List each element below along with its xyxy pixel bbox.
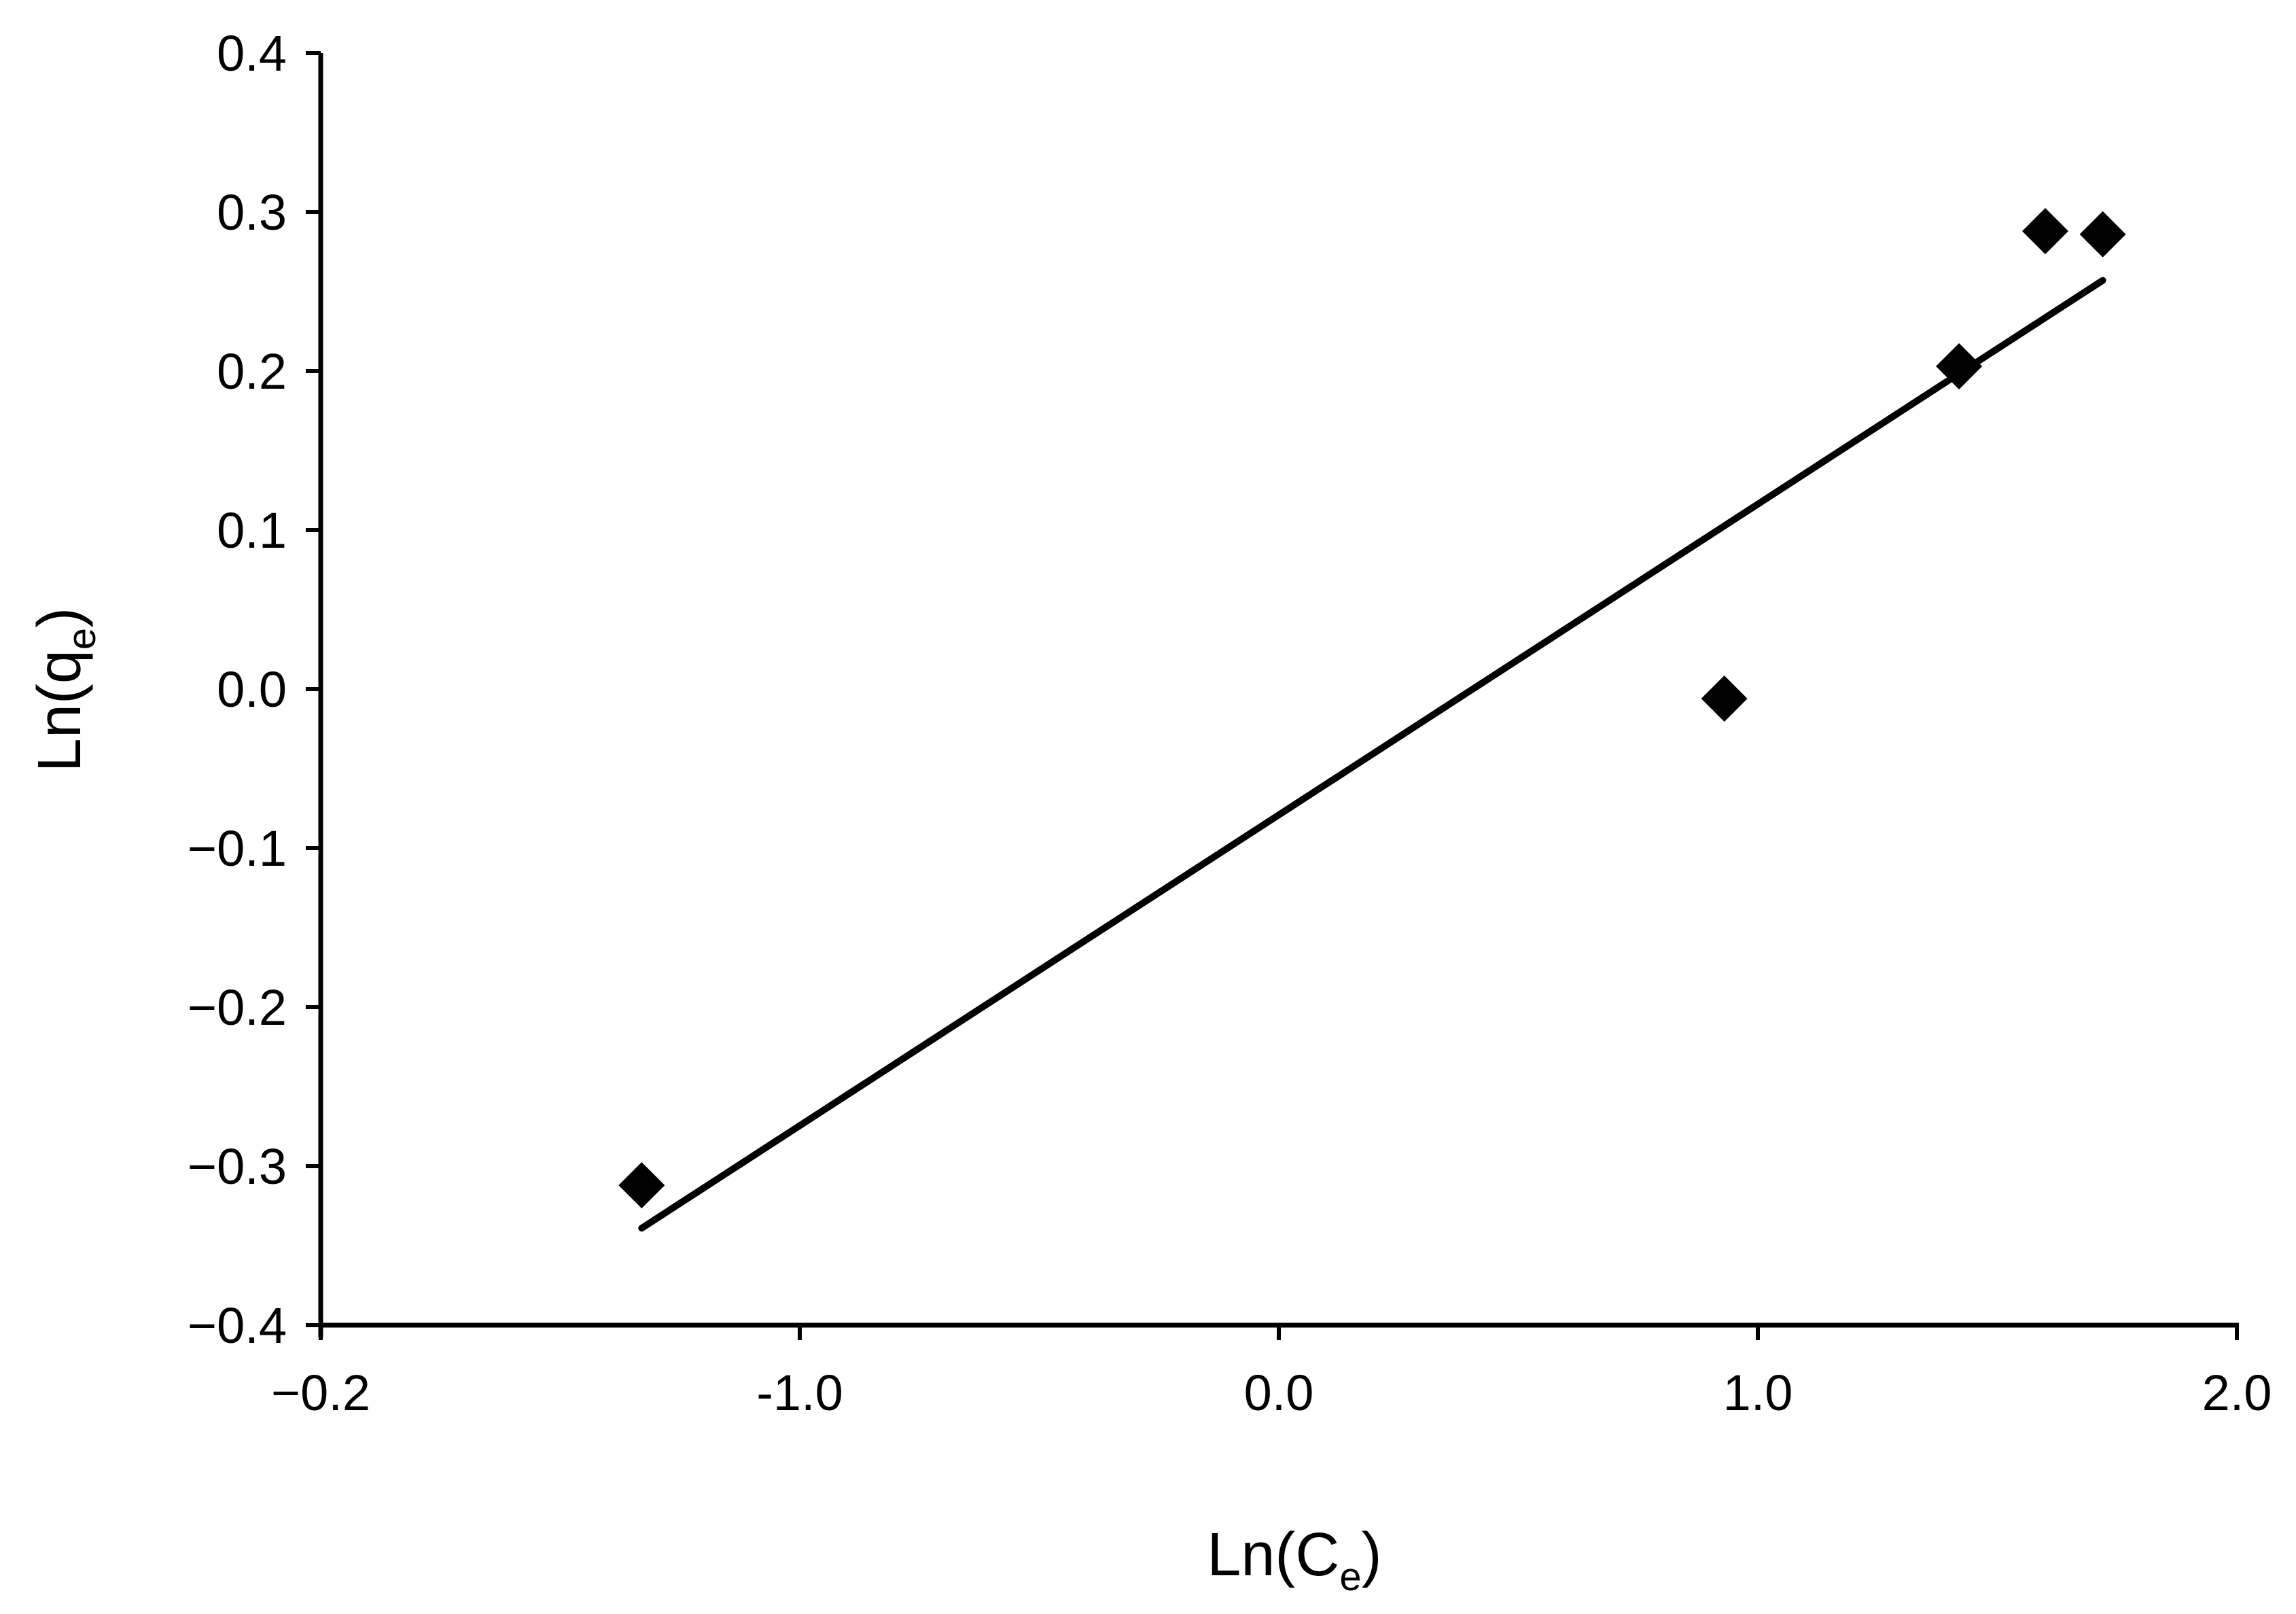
y-tick-label: −0.1 bbox=[188, 820, 287, 877]
data-point bbox=[2022, 208, 2068, 255]
x-axis-title: Ln(Ce) bbox=[1207, 1521, 1381, 1599]
data-point bbox=[1701, 676, 1748, 722]
x-tick-label: 2.0 bbox=[2202, 1365, 2272, 1421]
trendline bbox=[638, 277, 2106, 1232]
y-tick-label: 0.1 bbox=[217, 502, 287, 559]
data-point bbox=[2079, 211, 2126, 258]
tick-labels: −0.4 −0.3 −0.2 −0.1 0.0 0.1 0.2 0.3 0.4 −0.2 -1.0 0… bbox=[188, 25, 2272, 1421]
data-point bbox=[618, 1162, 665, 1209]
data-points bbox=[618, 208, 2126, 1209]
y-tick-label: 0.2 bbox=[217, 343, 287, 400]
y-tick-label: −0.3 bbox=[188, 1138, 287, 1195]
x-tick-label: −0.2 bbox=[271, 1365, 370, 1421]
x-tick-label: -1.0 bbox=[756, 1365, 843, 1421]
y-tick-label: 0.4 bbox=[217, 25, 287, 82]
trendline-group bbox=[638, 277, 2106, 1232]
data-point bbox=[1936, 343, 1983, 389]
y-tick-label: −0.4 bbox=[188, 1297, 287, 1354]
y-axis-title: Ln(qe) bbox=[26, 608, 104, 772]
x-tick-label: 1.0 bbox=[1723, 1365, 1793, 1421]
y-tick-label: 0.3 bbox=[217, 184, 287, 241]
y-tick-label: −0.2 bbox=[188, 979, 287, 1036]
axes bbox=[306, 51, 2239, 1340]
x-tick-label: 0.0 bbox=[1244, 1365, 1314, 1421]
y-tick-label: 0.0 bbox=[217, 661, 287, 718]
